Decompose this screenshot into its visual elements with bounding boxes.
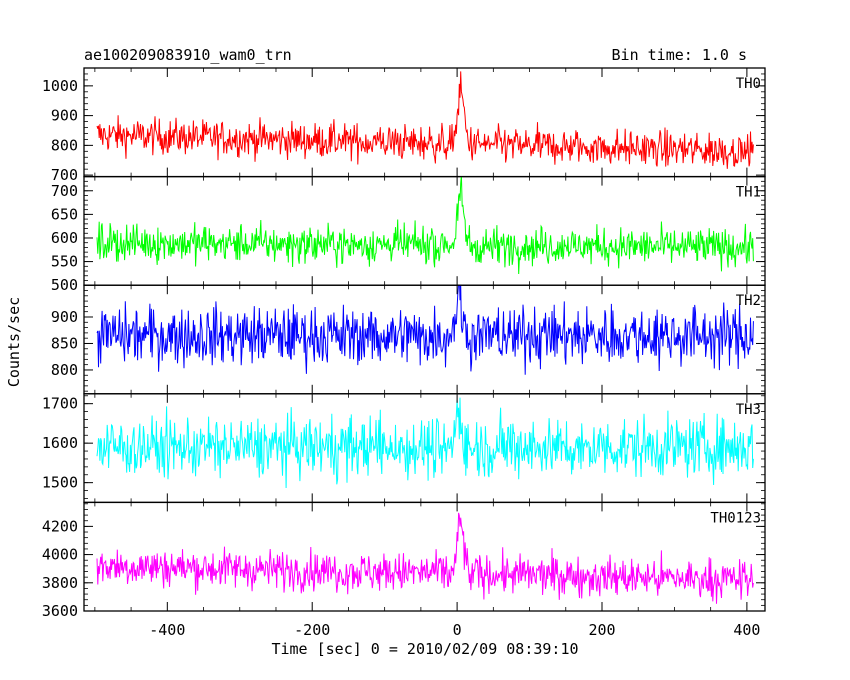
y-tick-label: 900 xyxy=(51,107,78,125)
panel-frame xyxy=(83,501,766,612)
y-tick-label: 500 xyxy=(51,276,78,294)
panel-th0123: 3600 3800 4000 4200 TH0123 xyxy=(42,501,766,620)
y-tick-label: 650 xyxy=(51,205,78,223)
y-tick-label: 4200 xyxy=(42,517,78,535)
x-tick-label: -200 xyxy=(294,621,330,639)
series-line-th0 xyxy=(96,71,754,169)
panel-frame xyxy=(83,67,766,178)
y-axis-label: Counts/sec xyxy=(5,297,23,387)
y-tick-label: 1600 xyxy=(42,434,78,452)
panel-frame xyxy=(83,175,766,286)
series-line-th3 xyxy=(96,397,754,489)
series-line-th2 xyxy=(96,285,754,375)
y-tick-label: 4000 xyxy=(42,546,78,564)
x-tick-label: 400 xyxy=(733,621,760,639)
panel-name-label: TH2 xyxy=(736,293,761,309)
x-tick-label: -400 xyxy=(149,621,185,639)
x-tick-label: 0 xyxy=(453,621,462,639)
series-line-th0123 xyxy=(96,512,754,604)
bin-time-label: Bin time: 1.0 s xyxy=(612,46,747,64)
y-tick-label: 850 xyxy=(51,334,78,352)
y-tick-label: 1500 xyxy=(42,474,78,492)
y-tick-label: 3800 xyxy=(42,574,78,592)
y-tick-label: 800 xyxy=(51,136,78,154)
y-tick-label: 1700 xyxy=(42,395,78,413)
panel-th1: 500 550 600 650 700 TH1 xyxy=(51,175,766,294)
y-tick-label: 800 xyxy=(51,361,78,379)
y-tick-label: 3600 xyxy=(42,602,78,620)
chart-title: ae100209083910_wam0_trn xyxy=(84,46,292,64)
y-tick-label: 900 xyxy=(51,308,78,326)
y-tick-label: 700 xyxy=(51,182,78,200)
y-tick-label: 600 xyxy=(51,229,78,247)
panel-th3: 1500 1600 1700 TH3 xyxy=(42,393,766,504)
y-tick-label: 550 xyxy=(51,253,78,271)
panel-th0: 700 800 900 1000 TH0 xyxy=(42,67,766,184)
y-tick-label: 700 xyxy=(51,166,78,184)
x-axis-label: Time [sec] 0 = 2010/02/09 08:39:10 xyxy=(271,640,578,658)
x-tick-label: 200 xyxy=(588,621,615,639)
panel-th2: 800 850 900 TH2 xyxy=(51,284,766,395)
panel-name-label: TH3 xyxy=(736,402,761,418)
series-line-th1 xyxy=(96,176,754,275)
panel-name-label: TH0123 xyxy=(710,510,761,526)
panel-name-label: TH0 xyxy=(736,76,761,92)
panels-group: 700 800 900 1000 TH0 500 550 600 650 700 TH1 800 850… xyxy=(42,67,766,639)
y-tick-label: 1000 xyxy=(42,77,78,95)
panel-name-label: TH1 xyxy=(736,185,761,201)
